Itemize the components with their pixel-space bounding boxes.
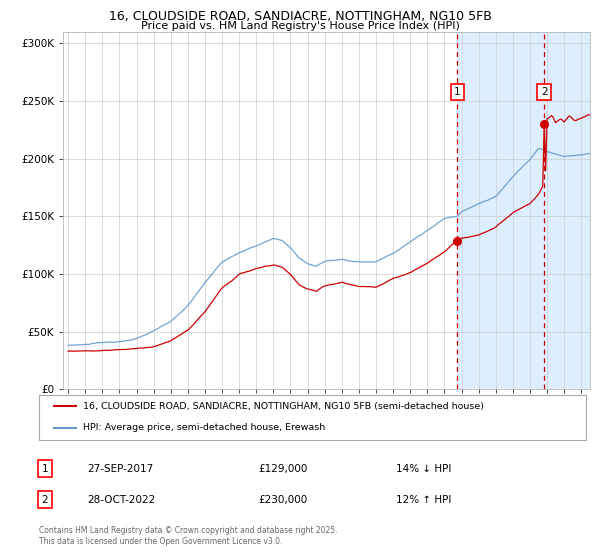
- Text: Price paid vs. HM Land Registry's House Price Index (HPI): Price paid vs. HM Land Registry's House …: [140, 21, 460, 31]
- Text: HPI: Average price, semi-detached house, Erewash: HPI: Average price, semi-detached house,…: [83, 423, 325, 432]
- Text: 2: 2: [41, 494, 49, 505]
- Text: 1: 1: [41, 464, 49, 474]
- Text: £129,000: £129,000: [258, 464, 307, 474]
- Bar: [457, 32, 590, 389]
- Text: Contains HM Land Registry data © Crown copyright and database right 2025.
This d: Contains HM Land Registry data © Crown c…: [39, 526, 337, 546]
- Text: 16, CLOUDSIDE ROAD, SANDIACRE, NOTTINGHAM, NG10 5FB (semi-detached house): 16, CLOUDSIDE ROAD, SANDIACRE, NOTTINGHA…: [83, 402, 484, 411]
- Text: 12% ↑ HPI: 12% ↑ HPI: [396, 494, 451, 505]
- Text: 16, CLOUDSIDE ROAD, SANDIACRE, NOTTINGHAM, NG10 5FB: 16, CLOUDSIDE ROAD, SANDIACRE, NOTTINGHA…: [109, 10, 491, 23]
- Text: 1: 1: [454, 87, 461, 97]
- Text: 14% ↓ HPI: 14% ↓ HPI: [396, 464, 451, 474]
- Text: 2: 2: [541, 87, 547, 97]
- Text: 28-OCT-2022: 28-OCT-2022: [87, 494, 155, 505]
- Text: 27-SEP-2017: 27-SEP-2017: [87, 464, 153, 474]
- Text: £230,000: £230,000: [258, 494, 307, 505]
